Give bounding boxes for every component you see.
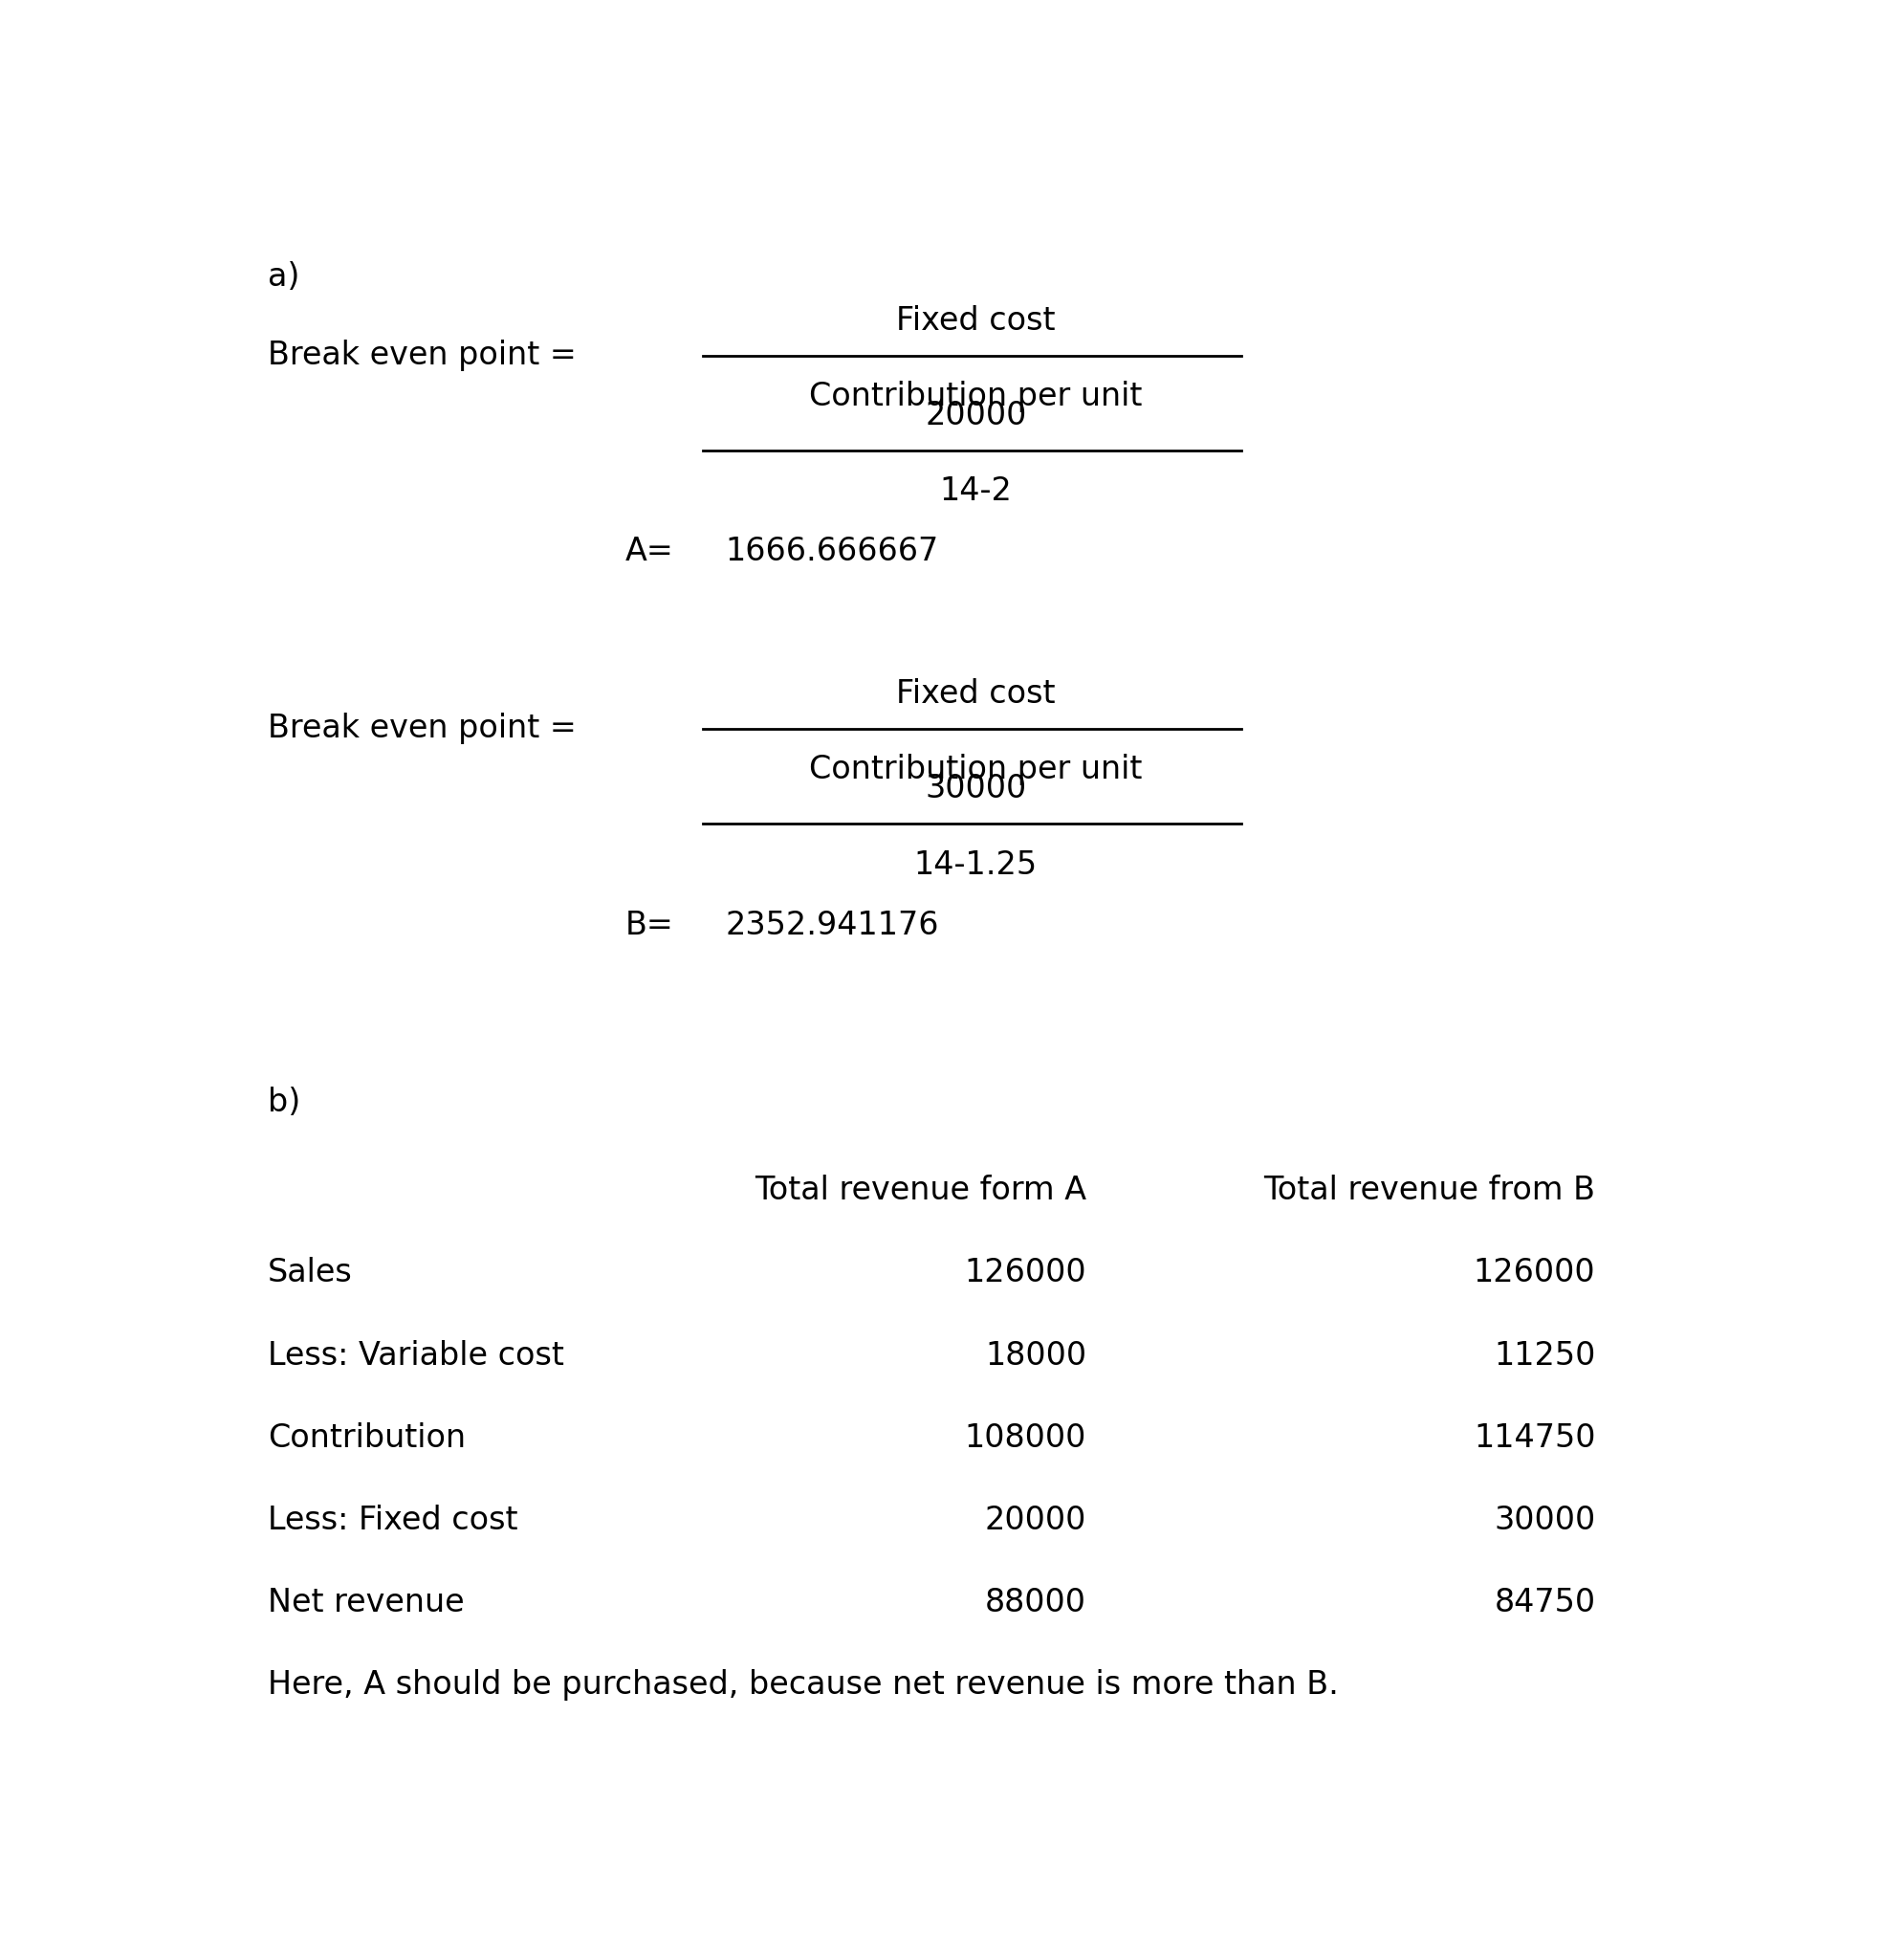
Text: 30000: 30000 xyxy=(925,773,1026,804)
Text: Break even point =: Break even point = xyxy=(267,341,577,372)
Text: A=: A= xyxy=(625,536,674,568)
Text: a): a) xyxy=(267,260,299,294)
Text: Less: Fixed cost: Less: Fixed cost xyxy=(267,1505,518,1536)
Text: 1666.666667: 1666.666667 xyxy=(725,536,939,568)
Text: 18000: 18000 xyxy=(984,1341,1087,1372)
Text: Fixed cost: Fixed cost xyxy=(897,305,1055,337)
Text: 126000: 126000 xyxy=(965,1256,1087,1290)
Text: 126000: 126000 xyxy=(1474,1256,1596,1290)
Text: 84750: 84750 xyxy=(1495,1587,1596,1618)
Text: Here, A should be purchased, because net revenue is more than B.: Here, A should be purchased, because net… xyxy=(267,1669,1339,1701)
Text: 108000: 108000 xyxy=(965,1423,1087,1454)
Text: Sales: Sales xyxy=(267,1256,352,1290)
Text: Break even point =: Break even point = xyxy=(267,712,577,744)
Text: Fixed cost: Fixed cost xyxy=(897,679,1055,710)
Text: Contribution per unit: Contribution per unit xyxy=(809,382,1142,413)
Text: Net revenue: Net revenue xyxy=(267,1587,465,1618)
Text: 20000: 20000 xyxy=(984,1505,1087,1536)
Text: 30000: 30000 xyxy=(1495,1505,1596,1536)
Text: Total revenue from B: Total revenue from B xyxy=(1264,1174,1596,1207)
Text: 14-2: 14-2 xyxy=(939,476,1013,507)
Text: 20000: 20000 xyxy=(925,399,1026,431)
Text: 14-1.25: 14-1.25 xyxy=(914,849,1038,881)
Text: Less: Variable cost: Less: Variable cost xyxy=(267,1341,564,1372)
Text: b): b) xyxy=(267,1086,301,1117)
Text: Total revenue form A: Total revenue form A xyxy=(754,1174,1087,1207)
Text: 2352.941176: 2352.941176 xyxy=(725,910,939,941)
Text: 88000: 88000 xyxy=(984,1587,1087,1618)
Text: 11250: 11250 xyxy=(1495,1341,1596,1372)
Text: Contribution: Contribution xyxy=(267,1423,466,1454)
Text: Contribution per unit: Contribution per unit xyxy=(809,753,1142,785)
Text: 114750: 114750 xyxy=(1474,1423,1596,1454)
Text: B=: B= xyxy=(625,910,674,941)
